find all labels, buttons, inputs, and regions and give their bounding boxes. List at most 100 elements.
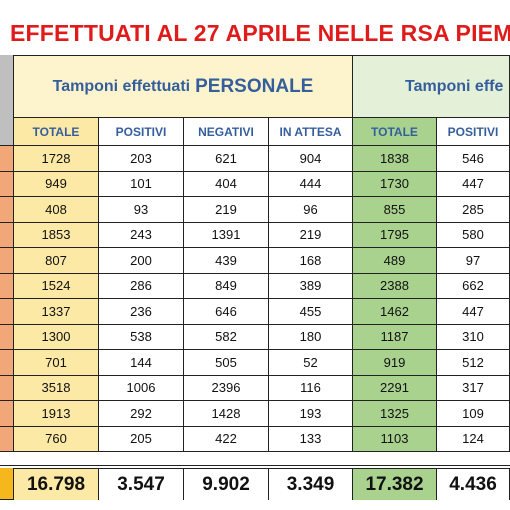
table-cell: 621 xyxy=(184,146,269,172)
table-cell: 1337 xyxy=(14,299,99,325)
table-cell: 203 xyxy=(99,146,184,172)
table-cell: 1428 xyxy=(184,401,269,427)
left-strip-cell xyxy=(0,197,14,223)
section-header-second: Tamponi effe xyxy=(353,55,510,118)
column-header: NEGATIVI xyxy=(184,118,269,146)
totals-separator xyxy=(0,465,510,466)
page-title: EFFETTUATI AL 27 APRILE NELLE RSA PIEM xyxy=(10,20,510,46)
table-cell: 1795 xyxy=(353,222,437,248)
table-cell: 286 xyxy=(99,273,184,299)
table-cell: 109 xyxy=(437,401,510,427)
table-cell: 546 xyxy=(437,146,510,172)
table-cell: 807 xyxy=(14,248,99,274)
total-cell: 17.382 xyxy=(353,468,437,500)
table-cell: 849 xyxy=(184,273,269,299)
table-cell: 949 xyxy=(14,171,99,197)
table-cell: 1913 xyxy=(14,401,99,427)
table-cell: 505 xyxy=(184,350,269,376)
column-header: TOTALE xyxy=(353,118,437,146)
left-strip-header xyxy=(0,55,14,146)
table-cell: 193 xyxy=(269,401,353,427)
table-cell: 489 xyxy=(353,248,437,274)
table-cell: 422 xyxy=(184,426,269,452)
table-cell: 1728 xyxy=(14,146,99,172)
table-cell: 1006 xyxy=(99,375,184,401)
left-strip-cell xyxy=(0,324,14,350)
table-cell: 243 xyxy=(99,222,184,248)
table-cell: 512 xyxy=(437,350,510,376)
table-cell: 1730 xyxy=(353,171,437,197)
table-cell: 580 xyxy=(437,222,510,248)
column-header: POSITIVI xyxy=(437,118,510,146)
table-cell: 310 xyxy=(437,324,510,350)
table-cell: 439 xyxy=(184,248,269,274)
table-cell: 408 xyxy=(14,197,99,223)
section-header-highlight: PERSONALE xyxy=(195,75,314,97)
table-cell: 1300 xyxy=(14,324,99,350)
table-cell: 236 xyxy=(99,299,184,325)
table-cell: 2396 xyxy=(184,375,269,401)
table-cell: 144 xyxy=(99,350,184,376)
table-cell: 97 xyxy=(437,248,510,274)
table-cell: 444 xyxy=(269,171,353,197)
left-strip-cell xyxy=(0,350,14,376)
left-strip-cell xyxy=(0,146,14,172)
table-cell: 1325 xyxy=(353,401,437,427)
section-header-label: Tamponi effettuati xyxy=(52,77,191,95)
table-cell: 582 xyxy=(184,324,269,350)
table-cell: 285 xyxy=(437,197,510,223)
table-cell: 404 xyxy=(184,171,269,197)
left-strip-cell xyxy=(0,401,14,427)
table-cell: 1462 xyxy=(353,299,437,325)
table-cell: 180 xyxy=(269,324,353,350)
left-strip-cell xyxy=(0,426,14,452)
table-cell: 646 xyxy=(184,299,269,325)
table-cell: 447 xyxy=(437,171,510,197)
left-strip-cell xyxy=(0,299,14,325)
table-cell: 116 xyxy=(269,375,353,401)
left-strip-total xyxy=(0,468,14,500)
total-cell: 16.798 xyxy=(14,468,99,500)
table-cell: 1524 xyxy=(14,273,99,299)
table-cell: 205 xyxy=(99,426,184,452)
left-strip-cell xyxy=(0,273,14,299)
table-cell: 1391 xyxy=(184,222,269,248)
table-cell: 200 xyxy=(99,248,184,274)
table-cell: 455 xyxy=(269,299,353,325)
total-cell: 9.902 xyxy=(184,468,269,500)
table-cell: 701 xyxy=(14,350,99,376)
table-cell: 124 xyxy=(437,426,510,452)
table-cell: 389 xyxy=(269,273,353,299)
left-strip-cell xyxy=(0,375,14,401)
section-header-label: Tamponi effe xyxy=(405,77,504,95)
section-header-personale: Tamponi effettuati PERSONALE xyxy=(14,55,353,118)
left-strip-cell xyxy=(0,248,14,274)
total-cell: 3.349 xyxy=(269,468,353,500)
table-cell: 101 xyxy=(99,171,184,197)
table-cell: 52 xyxy=(269,350,353,376)
table-cell: 538 xyxy=(99,324,184,350)
column-header: POSITIVI xyxy=(99,118,184,146)
table-cell: 292 xyxy=(99,401,184,427)
table-cell: 919 xyxy=(353,350,437,376)
table-cell: 904 xyxy=(269,146,353,172)
table-cell: 662 xyxy=(437,273,510,299)
table-cell: 96 xyxy=(269,197,353,223)
table-cell: 93 xyxy=(99,197,184,223)
table-cell: 219 xyxy=(269,222,353,248)
table-cell: 219 xyxy=(184,197,269,223)
left-strip-cell xyxy=(0,222,14,248)
table-cell: 447 xyxy=(437,299,510,325)
table-cell: 317 xyxy=(437,375,510,401)
table-cell: 760 xyxy=(14,426,99,452)
table-cell: 2388 xyxy=(353,273,437,299)
table-cell: 1187 xyxy=(353,324,437,350)
table-cell: 1103 xyxy=(353,426,437,452)
total-cell: 3.547 xyxy=(99,468,184,500)
table-cell: 3518 xyxy=(14,375,99,401)
left-strip-cell xyxy=(0,171,14,197)
table-cell: 168 xyxy=(269,248,353,274)
table-cell: 1838 xyxy=(353,146,437,172)
table-cell: 133 xyxy=(269,426,353,452)
